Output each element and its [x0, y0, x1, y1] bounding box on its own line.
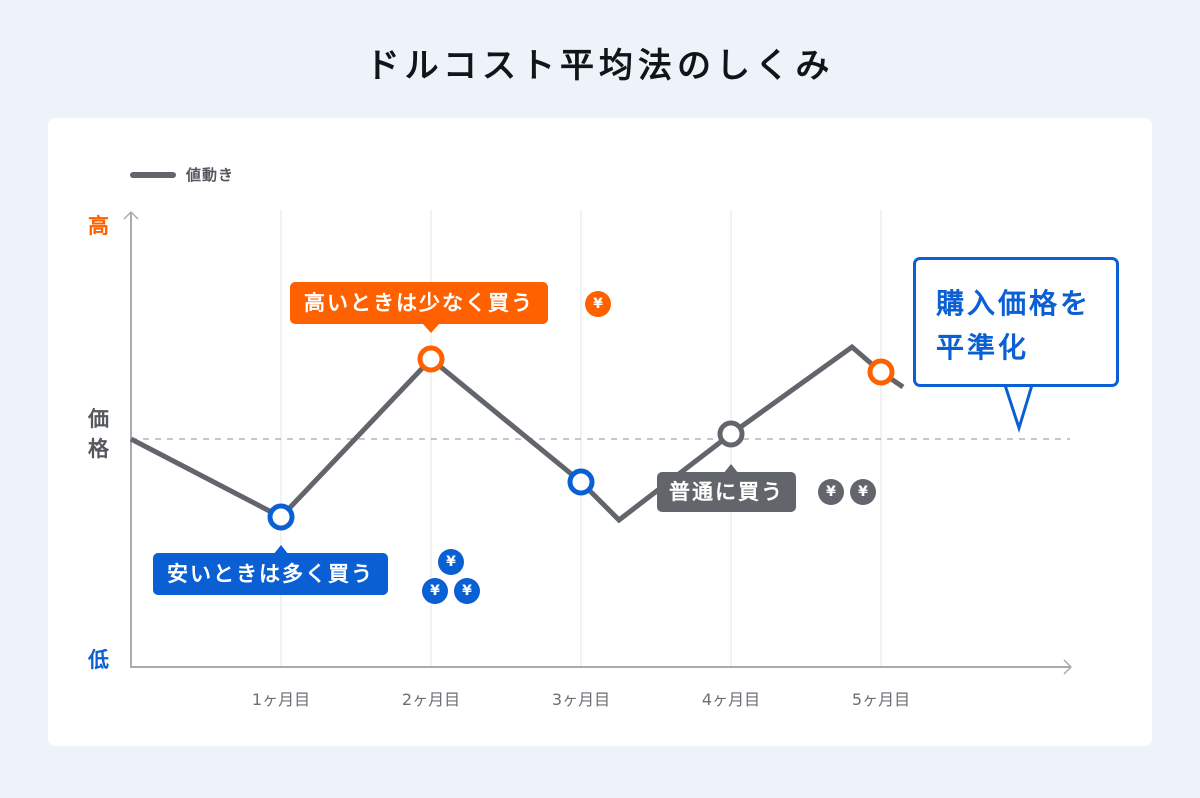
y-axis-low-label: 低	[88, 648, 109, 672]
x-tick-month2: 2ヶ月目	[401, 690, 461, 709]
bubble-text: 購入価格を 平準化	[936, 282, 1116, 370]
x-tick-month5: 5ヶ月目	[851, 690, 911, 709]
callout-high-pointer	[423, 324, 439, 333]
x-tick-month3: 3ヶ月目	[551, 690, 611, 709]
yen-coin-icon: ¥	[585, 291, 611, 317]
x-axis	[130, 659, 1073, 675]
callout-low-pointer	[273, 545, 289, 555]
speech-bubble-leveling: 購入価格を 平準化	[913, 257, 1119, 387]
marker-month4	[717, 420, 745, 448]
bubble-line-1: 購入価格を	[936, 287, 1092, 320]
bubble-tail	[1002, 383, 1035, 434]
yen-coin-icon: ¥	[438, 549, 464, 575]
y-axis-high-label: 高	[88, 214, 109, 238]
chart-card	[48, 118, 1152, 746]
legend: 値動き	[130, 164, 234, 185]
marker-month2	[417, 345, 445, 373]
callout-buy-normally: 普通に買う	[657, 472, 796, 512]
yen-coin-icon: ¥	[422, 578, 448, 604]
yen-coin-icon: ¥	[850, 479, 876, 505]
x-tick-month1: 1ヶ月目	[251, 690, 311, 709]
legend-line-swatch	[130, 171, 176, 178]
marker-month1	[267, 503, 295, 531]
legend-label: 値動き	[186, 166, 235, 184]
callout-normal-pointer	[723, 464, 739, 474]
y-axis-price-label: 価格	[88, 407, 109, 461]
bubble-line-2: 平準化	[936, 331, 1030, 364]
x-tick-month4: 4ヶ月目	[701, 690, 761, 709]
marker-month5	[867, 358, 895, 386]
yen-coin-icon: ¥	[818, 479, 844, 505]
marker-month3	[567, 468, 595, 496]
yen-coin-icon: ¥	[454, 578, 480, 604]
callout-buy-more-when-low: 安いときは多く買う	[153, 553, 388, 595]
page-title: ドルコスト平均法のしくみ	[365, 46, 835, 86]
callout-buy-less-when-high: 高いときは少なく買う	[290, 282, 548, 324]
